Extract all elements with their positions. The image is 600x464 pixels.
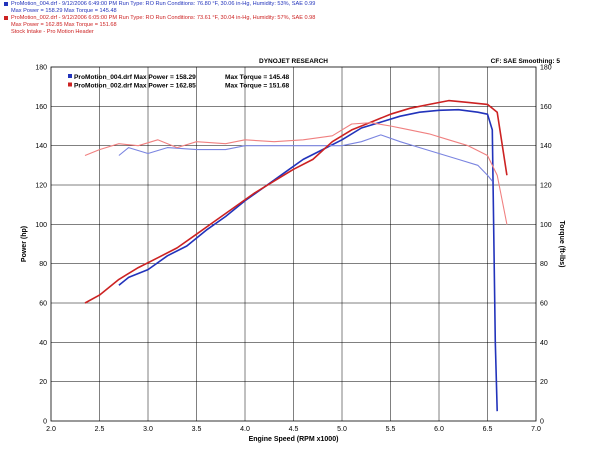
y-tick-label-right: 140 bbox=[540, 143, 552, 150]
y-tick-label-right: 80 bbox=[540, 261, 548, 268]
y-axis-left-label: Power (hp) bbox=[21, 226, 28, 262]
y-tick-label-left: 60 bbox=[39, 301, 47, 308]
x-tick-label: 2.0 bbox=[46, 426, 56, 433]
legend-torque-label: Max Torque = 145.48 bbox=[225, 74, 290, 81]
y-tick-label-left: 140 bbox=[35, 143, 47, 150]
run1-header-line1: ProMotion_004.drf - 9/12/2006 6:49:00 PM… bbox=[11, 1, 316, 7]
y-tick-label-right: 160 bbox=[540, 104, 552, 111]
run2-color-swatch bbox=[4, 16, 8, 20]
y-tick-label-left: 40 bbox=[39, 340, 47, 347]
x-tick-label: 3.0 bbox=[143, 426, 153, 433]
legend-swatch bbox=[68, 74, 72, 78]
legend-swatch bbox=[68, 82, 72, 87]
x-tick-label: 5.0 bbox=[337, 426, 347, 433]
y-tick-label-right: 180 bbox=[540, 65, 552, 72]
run2-header-line2: Max Power = 162.85 Max Torque = 151.68 bbox=[11, 22, 117, 28]
y-axis-right-label: Torque (ft-lbs) bbox=[558, 221, 565, 268]
x-axis-label: Engine Speed (RPM x1000) bbox=[249, 436, 339, 443]
y-tick-label-left: 160 bbox=[35, 104, 47, 111]
plot-frame bbox=[50, 66, 537, 422]
chart-grid bbox=[51, 67, 536, 421]
legend-label: ProMotion_004.drf Max Power = 158.29 bbox=[74, 74, 196, 81]
legend-torque-label: Max Torque = 151.68 bbox=[225, 83, 290, 90]
series-line-torque-3 bbox=[84, 122, 508, 225]
y-tick-label-right: 60 bbox=[540, 301, 548, 308]
y-tick-label-left: 100 bbox=[35, 222, 47, 229]
chart-legend: ProMotion_004.drf Max Power = 158.29 Max … bbox=[68, 74, 290, 90]
run2-header-line1: ProMotion_002.drf - 9/12/2006 6:05:00 PM… bbox=[11, 15, 316, 21]
y-tick-label-left: 0 bbox=[43, 419, 47, 426]
x-tick-label: 7.0 bbox=[531, 426, 541, 433]
x-tick-label: 6.5 bbox=[483, 426, 493, 433]
series-line-power-0 bbox=[118, 108, 498, 412]
run1-color-swatch bbox=[4, 2, 8, 6]
y-tick-label-left: 20 bbox=[39, 379, 47, 386]
y-tick-label-left: 180 bbox=[35, 65, 47, 72]
y-tick-label-right: 0 bbox=[540, 419, 544, 426]
run2-header-line3: Stock Intake - Pro Motion Header bbox=[11, 29, 94, 35]
x-tick-label: 4.5 bbox=[289, 426, 299, 433]
x-tick-label: 5.5 bbox=[386, 426, 396, 433]
legend-label: ProMotion_002.drf Max Power = 162.85 bbox=[74, 83, 196, 90]
series-line-power-2 bbox=[84, 99, 508, 304]
chart-settings-label: CF: SAE Smoothing: 5 bbox=[491, 58, 561, 65]
y-tick-label-left: 80 bbox=[39, 261, 47, 268]
y-tick-label-left: 120 bbox=[35, 183, 47, 190]
y-tick-label-right: 120 bbox=[540, 183, 552, 190]
x-tick-label: 4.0 bbox=[240, 426, 250, 433]
series-line-torque-1 bbox=[118, 134, 493, 182]
y-tick-label-right: 20 bbox=[540, 379, 548, 386]
x-tick-label: 3.5 bbox=[192, 426, 202, 433]
y-tick-label-right: 40 bbox=[540, 340, 548, 347]
run1-header-line2: Max Power = 158.29 Max Torque = 145.48 bbox=[11, 8, 117, 14]
y-tick-label-right: 100 bbox=[540, 222, 552, 229]
x-tick-label: 2.5 bbox=[95, 426, 105, 433]
chart-title: DYNOJET RESEARCH bbox=[259, 58, 328, 65]
x-tick-label: 6.0 bbox=[434, 426, 444, 433]
